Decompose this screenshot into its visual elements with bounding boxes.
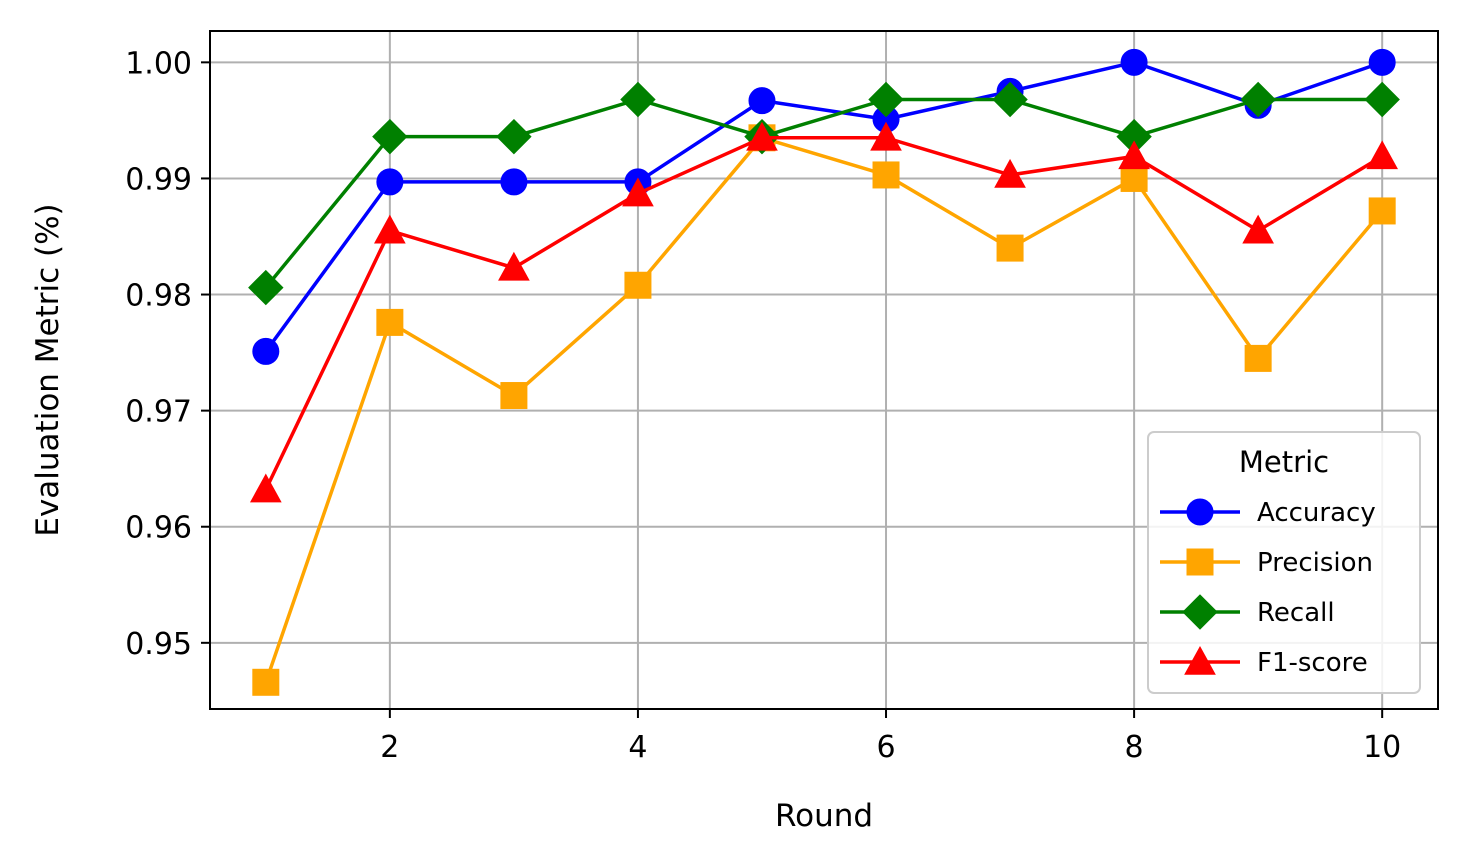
data-point-precision xyxy=(1120,164,1148,192)
legend-label: Accuracy xyxy=(1257,498,1376,528)
data-point-recall xyxy=(372,118,408,155)
legend-label: Precision xyxy=(1257,548,1373,578)
y-tick-label: 1.00 xyxy=(125,46,192,81)
legend-item-recall: Recall xyxy=(1160,594,1335,630)
data-point-recall xyxy=(248,269,284,306)
data-point-precision xyxy=(376,308,404,336)
data-point-accuracy xyxy=(252,337,280,365)
legend-item-f1-score: F1-score xyxy=(1160,645,1368,678)
legend-box xyxy=(1147,431,1421,694)
data-point-recall xyxy=(496,118,532,155)
data-point-recall xyxy=(1364,81,1400,118)
legend-title: Metric xyxy=(1239,445,1329,479)
data-point-f1-score xyxy=(498,251,530,281)
series-layer xyxy=(248,48,1400,696)
y-tick-label: 0.96 xyxy=(125,511,192,546)
data-point-recall xyxy=(868,81,904,118)
y-tick-label: 0.95 xyxy=(125,627,192,662)
series-line-precision xyxy=(264,136,1384,683)
data-point-recall xyxy=(620,81,656,118)
x-tick-label: 4 xyxy=(628,730,647,765)
data-point-precision xyxy=(1368,197,1396,225)
data-point-f1-score xyxy=(622,177,654,207)
y-tick-label: 0.98 xyxy=(125,279,192,314)
x-tick-label: 8 xyxy=(1125,730,1144,765)
legend-swatch-marker xyxy=(1184,645,1216,675)
x-tick-label: 10 xyxy=(1363,730,1401,765)
data-point-precision xyxy=(872,161,900,189)
legend-label: F1-score xyxy=(1257,648,1368,678)
y-axis-ticks: 0.95 0.96 0.97 0.98 0.99 1.00 xyxy=(125,46,210,662)
legend-label: Recall xyxy=(1257,598,1335,628)
series-line-f1-score xyxy=(264,136,1384,491)
series-line-accuracy xyxy=(264,60,1383,353)
data-point-f1-score xyxy=(249,473,282,503)
legend-swatch-marker xyxy=(1186,548,1214,576)
data-point-accuracy xyxy=(1368,48,1396,76)
data-point-recall xyxy=(1240,81,1276,118)
data-point-f1-score xyxy=(746,121,778,151)
data-point-precision xyxy=(500,382,528,410)
data-point-precision xyxy=(624,271,652,299)
legend-swatch-marker xyxy=(1186,498,1214,526)
plot-frame xyxy=(209,30,1439,710)
legend-item-precision: Precision xyxy=(1160,548,1373,578)
x-axis-label: Round xyxy=(775,798,873,834)
data-point-accuracy xyxy=(500,168,528,196)
legend: Metric Accuracy Precision Recall F1-score xyxy=(1147,431,1421,694)
data-point-f1-score xyxy=(870,121,902,151)
y-tick-label: 0.97 xyxy=(125,395,192,430)
data-point-f1-score xyxy=(374,214,406,244)
series-recall xyxy=(248,81,1400,306)
legend-items: Accuracy Precision Recall F1-score xyxy=(1160,498,1376,678)
data-point-accuracy xyxy=(376,168,404,196)
x-tick-label: 6 xyxy=(876,730,895,765)
legend-swatch-marker xyxy=(1182,594,1218,630)
data-point-precision xyxy=(996,234,1024,262)
data-point-f1-score xyxy=(1366,140,1399,170)
series-f1-score xyxy=(249,121,1399,503)
x-tick-label: 2 xyxy=(380,730,399,765)
series-precision xyxy=(252,124,1396,696)
y-tick-label: 0.99 xyxy=(125,162,192,197)
data-point-f1-score xyxy=(1118,140,1150,170)
data-point-accuracy xyxy=(748,87,776,115)
data-point-precision xyxy=(1244,344,1272,372)
series-line-recall xyxy=(264,97,1383,289)
data-point-f1-score xyxy=(994,158,1026,188)
y-axis-label: Evaluation Metric (%) xyxy=(30,203,66,536)
legend-item-accuracy: Accuracy xyxy=(1160,498,1376,528)
data-point-accuracy xyxy=(1120,48,1148,76)
x-axis-ticks: 2 4 6 8 10 xyxy=(380,709,1401,765)
series-accuracy xyxy=(252,48,1396,365)
data-point-recall xyxy=(992,81,1028,118)
data-point-precision xyxy=(252,668,280,696)
data-point-f1-score xyxy=(1242,214,1274,244)
